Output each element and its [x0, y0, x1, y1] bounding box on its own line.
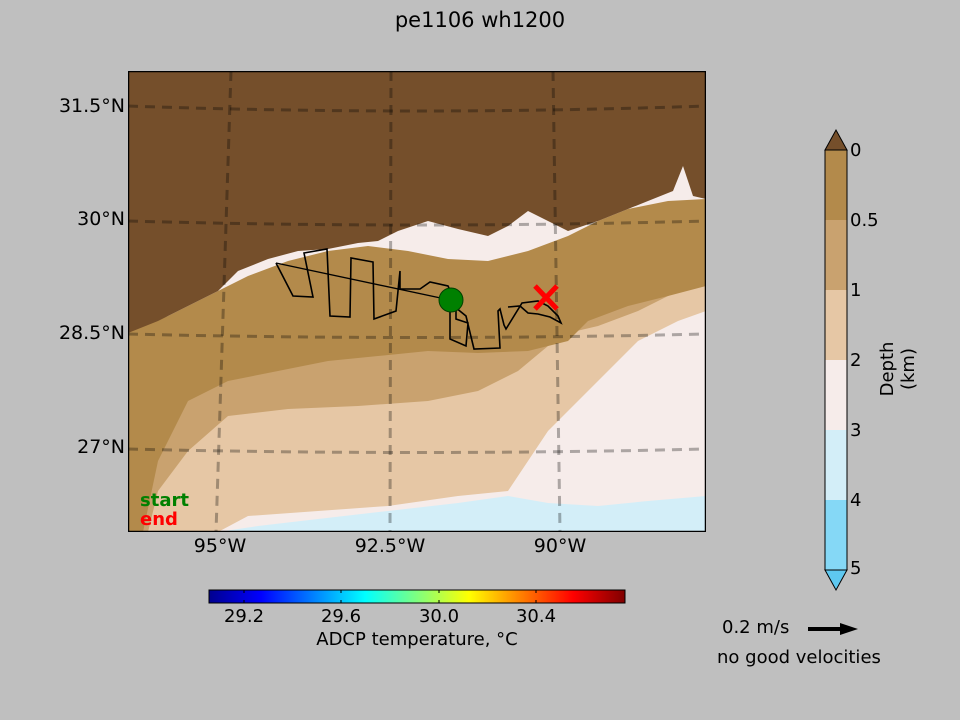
- temperature-tick-label: 29.2: [223, 606, 265, 627]
- temperature-tick-label: 30.4: [515, 606, 557, 627]
- depth-tick-label: 3: [850, 420, 862, 441]
- colorbar-bin: [825, 360, 847, 430]
- lat-label: 27°N: [77, 436, 125, 458]
- lon-label: 92.5°W: [354, 535, 426, 557]
- map-panel: [128, 71, 706, 532]
- depth-tick-label: 0: [850, 140, 862, 161]
- depth-colorbar: [824, 128, 848, 592]
- map-frame: [128, 71, 706, 532]
- depth-tick-label: 2: [850, 350, 862, 371]
- temperature-ticks: [243, 590, 537, 603]
- colorbar-top-extension: [824, 128, 848, 151]
- depth-colorbar-title: Depth (km): [877, 341, 919, 397]
- depth-tick-label: 4: [850, 490, 862, 511]
- colorbar-bin: [825, 290, 847, 360]
- lat-label: 30°N: [77, 208, 125, 230]
- velocity-scale-label: 0.2 m/s: [722, 617, 790, 638]
- colorbar-bin: [825, 150, 847, 220]
- land-area: [128, 71, 706, 333]
- continental-shelf: [128, 199, 706, 532]
- lat-label: 31.5°N: [58, 95, 125, 117]
- depth-tick-label: 1: [850, 280, 862, 301]
- temperature-tick-label: 30.0: [418, 606, 460, 627]
- abyssal-plain: [218, 496, 706, 532]
- plot-title: pe1106 wh1200: [394, 8, 566, 32]
- lon-label: 95°W: [193, 535, 247, 557]
- end-legend-label: end: [140, 509, 178, 530]
- start-marker: [438, 287, 464, 313]
- depth-tick-label: 5: [850, 558, 862, 579]
- graticule: [128, 71, 706, 532]
- temperature-colorbar-title: ADCP temperature, °C: [316, 629, 518, 650]
- colorbar-bin: [825, 500, 847, 570]
- end-marker: [533, 284, 559, 311]
- start-legend-label: start: [140, 490, 189, 511]
- track-transit-line: [275, 262, 451, 301]
- temperature-colorbar: [208, 589, 626, 604]
- depth-tick-label: 0.5: [850, 210, 879, 231]
- temperature-tick-label: 29.6: [320, 606, 362, 627]
- colorbar-frame: [824, 149, 848, 571]
- colorbar-bin: [825, 430, 847, 500]
- lat-label: 28.5°N: [58, 322, 125, 344]
- temperature-gradient: [208, 589, 626, 604]
- velocity-scale-arrow-icon: [808, 623, 858, 635]
- velocity-status: no good velocities: [717, 647, 881, 668]
- colorbar-bin: [825, 220, 847, 290]
- colorbar-bottom-extension: [824, 569, 848, 592]
- lon-label: 90°W: [533, 535, 587, 557]
- cruise-track: [275, 248, 563, 350]
